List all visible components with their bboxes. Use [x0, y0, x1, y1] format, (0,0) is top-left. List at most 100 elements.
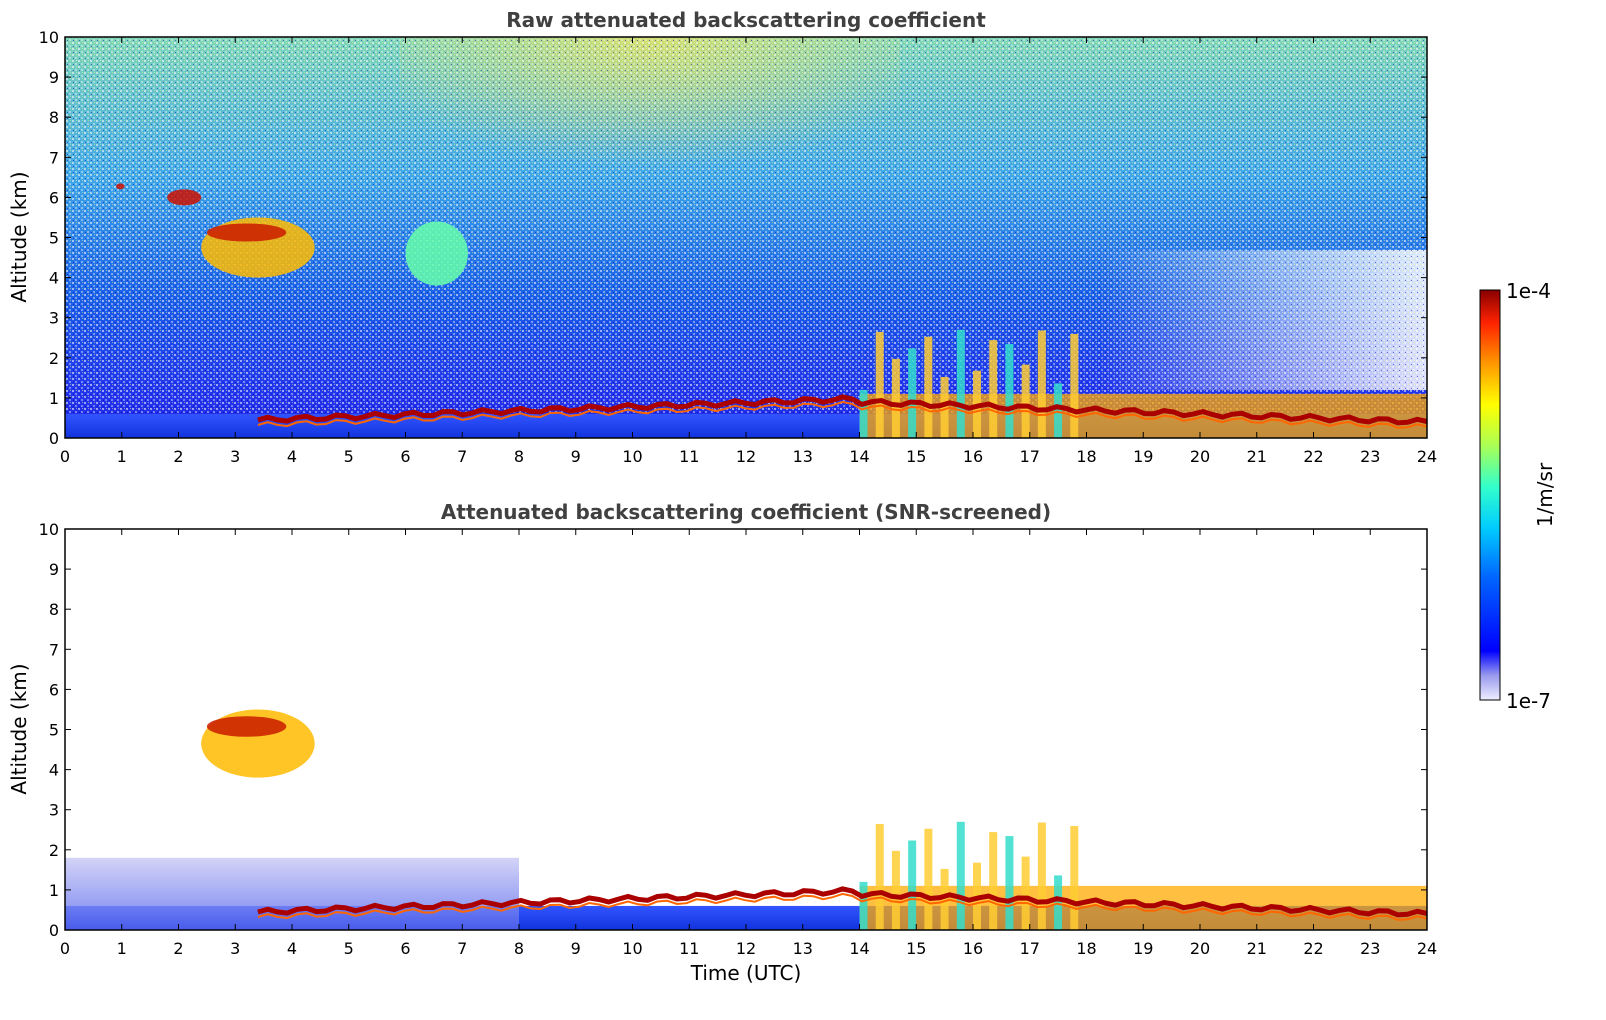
panel1-xtick-label: 8 — [514, 447, 524, 466]
panel2-xtick-label: 10 — [622, 939, 642, 958]
panel1-xtick-label: 10 — [622, 447, 642, 466]
panel2-ytick-label: 7 — [49, 640, 59, 659]
panel1-convective-plume — [924, 336, 933, 438]
panel1-xtick-label: 20 — [1190, 447, 1210, 466]
panel2-xlabel: Time (UTC) — [690, 961, 802, 985]
panel2-ytick-label: 2 — [49, 841, 59, 860]
panel1-convective-plume — [875, 331, 884, 438]
panel1-convective-plume — [1070, 333, 1079, 438]
panel2-convective-plume — [891, 850, 900, 930]
panel2-xtick-label: 3 — [230, 939, 240, 958]
panel2-convective-plume — [1021, 856, 1030, 930]
panel2-convective-plume — [908, 840, 917, 930]
panel1-small-cloud — [167, 189, 202, 206]
panel1-cloud-core — [206, 223, 287, 242]
panel1-boundary-layer-edge — [257, 400, 1427, 429]
panel1-convective-plume — [908, 348, 917, 438]
raw-backscatter-panel: Raw attenuated backscattering coefficien… — [7, 8, 1437, 466]
panel2-boundary-layer-top — [257, 886, 1427, 918]
panel1-xtick-label: 19 — [1133, 447, 1153, 466]
panel2-xtick-label: 14 — [849, 939, 869, 958]
panel2-xtick-label: 17 — [1020, 939, 1040, 958]
snr-screened-panel: Attenuated backscattering coefficient (S… — [7, 500, 1437, 985]
panel1-xtick-label: 12 — [736, 447, 756, 466]
panel1-ytick-label: 0 — [49, 429, 59, 448]
panel2-mixing-layer — [859, 885, 1427, 930]
colorbar-min-label: 1e-7 — [1506, 689, 1551, 713]
panel1-cloud — [405, 221, 468, 286]
panel2-convective-plume — [1054, 875, 1063, 930]
panel2-boundary-layer-edge — [257, 892, 1427, 921]
panel1-convective-plume — [1005, 344, 1014, 438]
panel1-xtick-label: 17 — [1020, 447, 1040, 466]
panel2-convective-mixing — [859, 821, 1427, 930]
panel2-xtick-label: 4 — [287, 939, 297, 958]
panel1-ytick-label: 6 — [49, 188, 59, 207]
panel1-xtick-label: 15 — [906, 447, 926, 466]
panel2-xtick-label: 21 — [1247, 939, 1267, 958]
panel1-xtick-label: 9 — [571, 447, 581, 466]
panel2-ytick-label: 1 — [49, 881, 59, 900]
panel1-convective-plume — [989, 340, 998, 438]
panel2-ytick-label: 10 — [39, 520, 59, 539]
panel1-ytick-label: 7 — [49, 148, 59, 167]
panel1-xtick-label: 6 — [400, 447, 410, 466]
panel1-xtick-label: 11 — [679, 447, 699, 466]
panel1-convective-mixing — [859, 329, 1427, 438]
panel1-ytick-label: 5 — [49, 229, 59, 248]
panel1-ytick-label: 4 — [49, 269, 59, 288]
panel2-xtick-label: 12 — [736, 939, 756, 958]
panel1-ytick-label: 9 — [49, 68, 59, 87]
panel1-xtick-label: 18 — [1076, 447, 1096, 466]
panel1-xtick-label: 1 — [117, 447, 127, 466]
panel2-xtick-label: 6 — [400, 939, 410, 958]
panel1-convective-plume — [1054, 383, 1063, 438]
panel2-xtick-label: 0 — [60, 939, 70, 958]
panel2-xtick-label: 16 — [963, 939, 983, 958]
panel2-xtick-label: 11 — [679, 939, 699, 958]
panel2-cloud-core — [206, 716, 287, 737]
panel1-xtick-label: 16 — [963, 447, 983, 466]
panel2-convective-plume — [956, 821, 965, 930]
panel1-ylabel: Altitude (km) — [7, 171, 31, 302]
panel2-ytick-label: 6 — [49, 680, 59, 699]
panel1-convective-plume — [859, 389, 868, 438]
colorbar-scale — [1479, 289, 1501, 701]
panel2-ylabel: Altitude (km) — [7, 663, 31, 794]
panel1-convective-plume — [1037, 330, 1046, 438]
panel2-convective-plume — [875, 823, 884, 930]
panel1-ytick-label: 10 — [39, 28, 59, 47]
panel1-xtick-label: 13 — [793, 447, 813, 466]
panel1-ytick-label: 2 — [49, 349, 59, 368]
panel1-ytick-label: 1 — [49, 389, 59, 408]
panel1-xtick-label: 3 — [230, 447, 240, 466]
panel2-convective-plume — [940, 868, 949, 930]
panel2-xtick-label: 24 — [1417, 939, 1437, 958]
panel1-heatmap — [65, 37, 1427, 438]
panel1-ytick-label: 8 — [49, 108, 59, 127]
panel1-xtick-label: 0 — [60, 447, 70, 466]
panel1-xtick-label: 21 — [1247, 447, 1267, 466]
panel1-xtick-label: 14 — [849, 447, 869, 466]
panel2-convective-plume — [1037, 822, 1046, 930]
panel1-xtick-label: 4 — [287, 447, 297, 466]
panel1-convective-plume — [940, 376, 949, 438]
panel2-convective-plume — [989, 832, 998, 930]
panel2-xtick-label: 13 — [793, 939, 813, 958]
panel2-xtick-label: 23 — [1360, 939, 1380, 958]
panel2-xtick-label: 18 — [1076, 939, 1096, 958]
panel2-ytick-label: 9 — [49, 560, 59, 579]
panel2-aerosol-layer — [65, 857, 519, 930]
panel2-heatmap — [65, 529, 1427, 930]
panel1-xtick-label: 7 — [457, 447, 467, 466]
panel2-title: Attenuated backscattering coefficient (S… — [441, 500, 1051, 524]
panel2-xtick-label: 20 — [1190, 939, 1210, 958]
panel2-convective-plume — [859, 881, 868, 930]
panel2-ytick-label: 8 — [49, 600, 59, 619]
panel1-xtick-label: 23 — [1360, 447, 1380, 466]
colorbar-unit-label: 1/m/sr — [1533, 462, 1557, 527]
panel1-convective-plume — [891, 358, 900, 438]
panel2-ytick-label: 3 — [49, 801, 59, 820]
panel2-xtick-label: 9 — [571, 939, 581, 958]
